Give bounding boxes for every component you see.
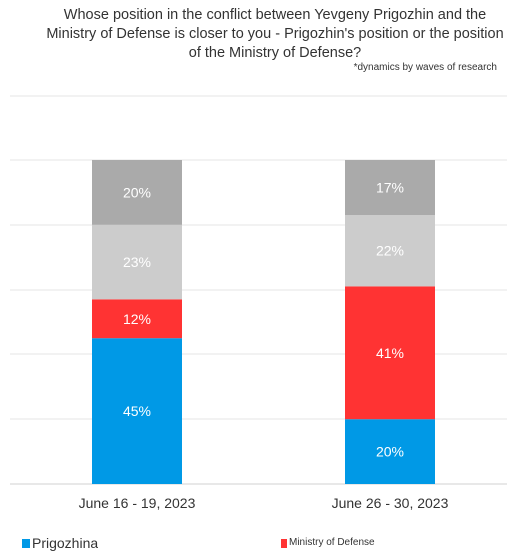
data-label: 12%: [123, 311, 151, 327]
bar-segment: [345, 215, 435, 287]
bar-segment: [92, 338, 182, 484]
legend-swatch-prigozhina: [22, 538, 30, 548]
data-label: 20%: [123, 184, 151, 200]
data-label: 23%: [123, 254, 151, 270]
legend-item-ministry-of-defense: Ministry of Defense: [281, 535, 375, 551]
x-tick-label: June 16 - 19, 2023: [79, 495, 196, 511]
bar-segment: [345, 286, 435, 420]
data-label: 17%: [376, 180, 404, 196]
legend-label-ministry-of-defense: Ministry of Defense: [289, 537, 375, 548]
legend-swatch-ministry-of-defense: [281, 538, 287, 548]
bar-segment: [345, 419, 435, 484]
data-label: 20%: [376, 444, 404, 460]
legend-item-prigozhina: Prigozhina: [22, 535, 98, 551]
bar-segment: [92, 224, 182, 300]
bar-segment: [92, 299, 182, 339]
chart-title: Whose position in the conflict between Y…: [46, 7, 504, 61]
bar-segment: [345, 160, 435, 216]
bar-segment: [92, 160, 182, 225]
data-label: 22%: [376, 243, 404, 259]
data-label: 41%: [376, 345, 404, 361]
x-tick-label: June 26 - 30, 2023: [332, 495, 449, 511]
legend-label-prigozhina: Prigozhina: [32, 535, 99, 551]
data-label: 45%: [123, 403, 151, 419]
chart-note: *dynamics by waves of research: [353, 62, 497, 73]
